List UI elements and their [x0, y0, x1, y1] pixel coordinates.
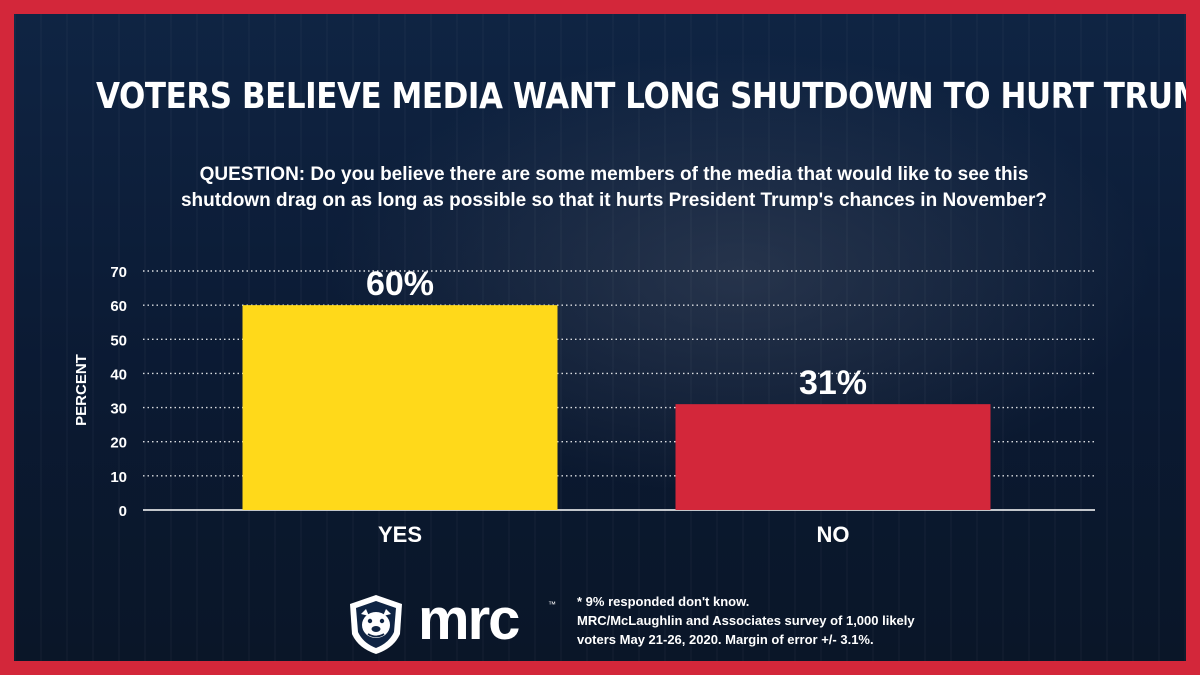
chart-title: VOTERS BELIEVE MEDIA WANT LONG SHUTDOWN … [96, 76, 1200, 117]
question-text: QUESTION: Do you believe there are some … [164, 162, 1064, 214]
y-tick-label: 0 [119, 503, 127, 520]
question-line-1: QUESTION: Do you believe there are some … [199, 164, 1029, 185]
mrc-logo: mrc ™ [344, 587, 564, 656]
data-label: 31% [799, 364, 867, 402]
y-tick-label: 70 [110, 264, 127, 281]
logo-text: mrc [418, 587, 520, 652]
bar-no [675, 404, 991, 510]
bulldog-icon [350, 595, 402, 654]
x-category-label: YES [378, 522, 422, 547]
footnote: * 9% responded don't know. MRC/McLaughli… [577, 592, 977, 649]
trademark-symbol: ™ [548, 600, 556, 609]
y-tick-label: 50 [110, 332, 127, 349]
y-tick-label: 60 [110, 298, 127, 315]
y-tick-label: 10 [110, 469, 127, 486]
y-tick-label: 30 [110, 401, 127, 418]
bar-yes [242, 305, 558, 510]
footnote-line-2: MRC/McLaughlin and Associates survey of … [577, 613, 915, 628]
background-image [14, 14, 1186, 661]
y-tick-label: 40 [110, 366, 127, 383]
data-label: 60% [366, 265, 434, 303]
x-category-label: NO [817, 522, 850, 547]
footnote-line-3: voters May 21-26, 2020. Margin of error … [577, 632, 874, 647]
question-line-2: shutdown drag on as long as possible so … [180, 190, 1047, 211]
y-tick-label: 20 [110, 435, 127, 452]
y-axis-label: PERCENT [73, 354, 90, 426]
footnote-line-1: * 9% responded don't know. [577, 594, 750, 609]
